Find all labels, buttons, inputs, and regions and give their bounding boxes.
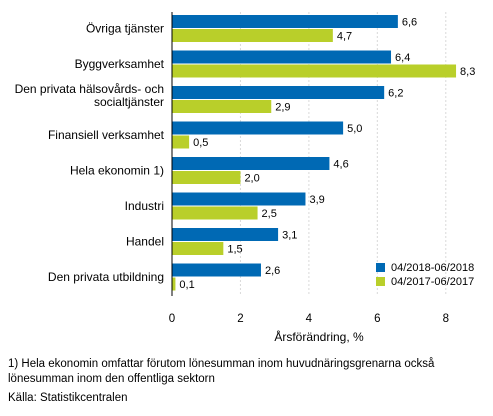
- source-note: Källa: Statistikcentralen: [8, 392, 128, 404]
- bar-series-2017: [172, 64, 457, 78]
- legend-label: 04/2018-06/2018: [391, 262, 474, 274]
- value-label: 2,0: [244, 173, 259, 185]
- x-tick-label: 4: [306, 313, 313, 325]
- bar-series-2018: [172, 192, 306, 206]
- bar-series-2017: [172, 29, 333, 42]
- x-tick-label: 0: [169, 313, 175, 325]
- x-tick-label: 6: [374, 313, 380, 325]
- value-label: 3,9: [309, 194, 324, 206]
- x-tick-label: 2: [237, 313, 243, 325]
- footnote-line-2: lönesumman inom den offentliga sektorn: [8, 373, 215, 385]
- category-label: Byggverksamhet: [75, 57, 165, 71]
- value-label: 6,4: [395, 52, 410, 64]
- bar-series-2017: [172, 277, 176, 291]
- bar-series-2017: [172, 242, 224, 255]
- value-label: 0,1: [179, 279, 194, 291]
- bar-series-2017: [172, 100, 272, 113]
- bars: [172, 15, 457, 291]
- bar-series-2017: [172, 206, 258, 220]
- bar-series-2017: [172, 135, 190, 149]
- value-label: 8,3: [460, 66, 475, 78]
- bar-series-2018: [172, 228, 279, 241]
- value-labels: 6,6 4,7 6,4 8,3 6,2 2,9 5,0 0,5 4,6 2,0 3,9 2,5 3,1 1…: [179, 17, 475, 292]
- category-label: Den privata utbildning: [48, 270, 164, 284]
- footnote: 1) Hela ekonomin omfattar förutom lönesu…: [8, 357, 434, 387]
- footnote-line-1: 1) Hela ekonomin omfattar förutom lönesu…: [8, 358, 435, 370]
- category-label: Industri: [125, 199, 164, 213]
- category-label: socialtjänster: [94, 95, 164, 109]
- value-label: 2,6: [265, 265, 280, 277]
- bar-series-2018: [172, 15, 398, 28]
- legend-swatch: [376, 263, 385, 272]
- legend: 04/2018-06/2018 04/2017-06/2017: [376, 262, 474, 288]
- value-label: 1,5: [227, 244, 242, 256]
- x-tick-label: 8: [443, 313, 449, 325]
- legend-swatch: [376, 277, 385, 286]
- value-label: 3,1: [282, 230, 297, 242]
- bar-series-2017: [172, 171, 241, 184]
- category-label: Hela ekonomin 1): [70, 164, 164, 178]
- bar-series-2018: [172, 157, 330, 170]
- category-label: Handel: [126, 235, 164, 249]
- bar-chart: 6,6 4,7 6,4 8,3 6,2 2,9 5,0 0,5 4,6 2,0 3,9 2,5 3,1 1…: [15, 12, 475, 344]
- value-label: 4,7: [337, 31, 352, 43]
- x-axis-title: Årsförändring, %: [274, 329, 364, 344]
- value-label: 6,2: [388, 88, 403, 100]
- value-label: 0,5: [193, 137, 208, 149]
- value-label: 2,9: [275, 102, 290, 114]
- value-label: 5,0: [347, 123, 362, 135]
- bar-series-2018: [172, 121, 344, 135]
- bar-series-2018: [172, 86, 385, 99]
- value-label: 4,6: [333, 159, 348, 171]
- bar-series-2018: [172, 263, 261, 277]
- value-label: 2,5: [262, 208, 277, 220]
- category-label: Den privata hälsovårds- och: [15, 82, 164, 96]
- gridlines: [239, 12, 447, 296]
- bar-series-2018: [172, 50, 392, 64]
- legend-label: 04/2017-06/2017: [391, 276, 474, 288]
- value-label: 6,6: [402, 17, 417, 29]
- category-label: Övriga tjänster: [86, 22, 164, 36]
- x-axis: 0 2 4 6 8 Årsförändring, %: [169, 12, 449, 344]
- category-label: Finansiell verksamhet: [48, 128, 165, 142]
- category-labels: Övriga tjänster Byggverksamhet Den privata…: [15, 22, 165, 285]
